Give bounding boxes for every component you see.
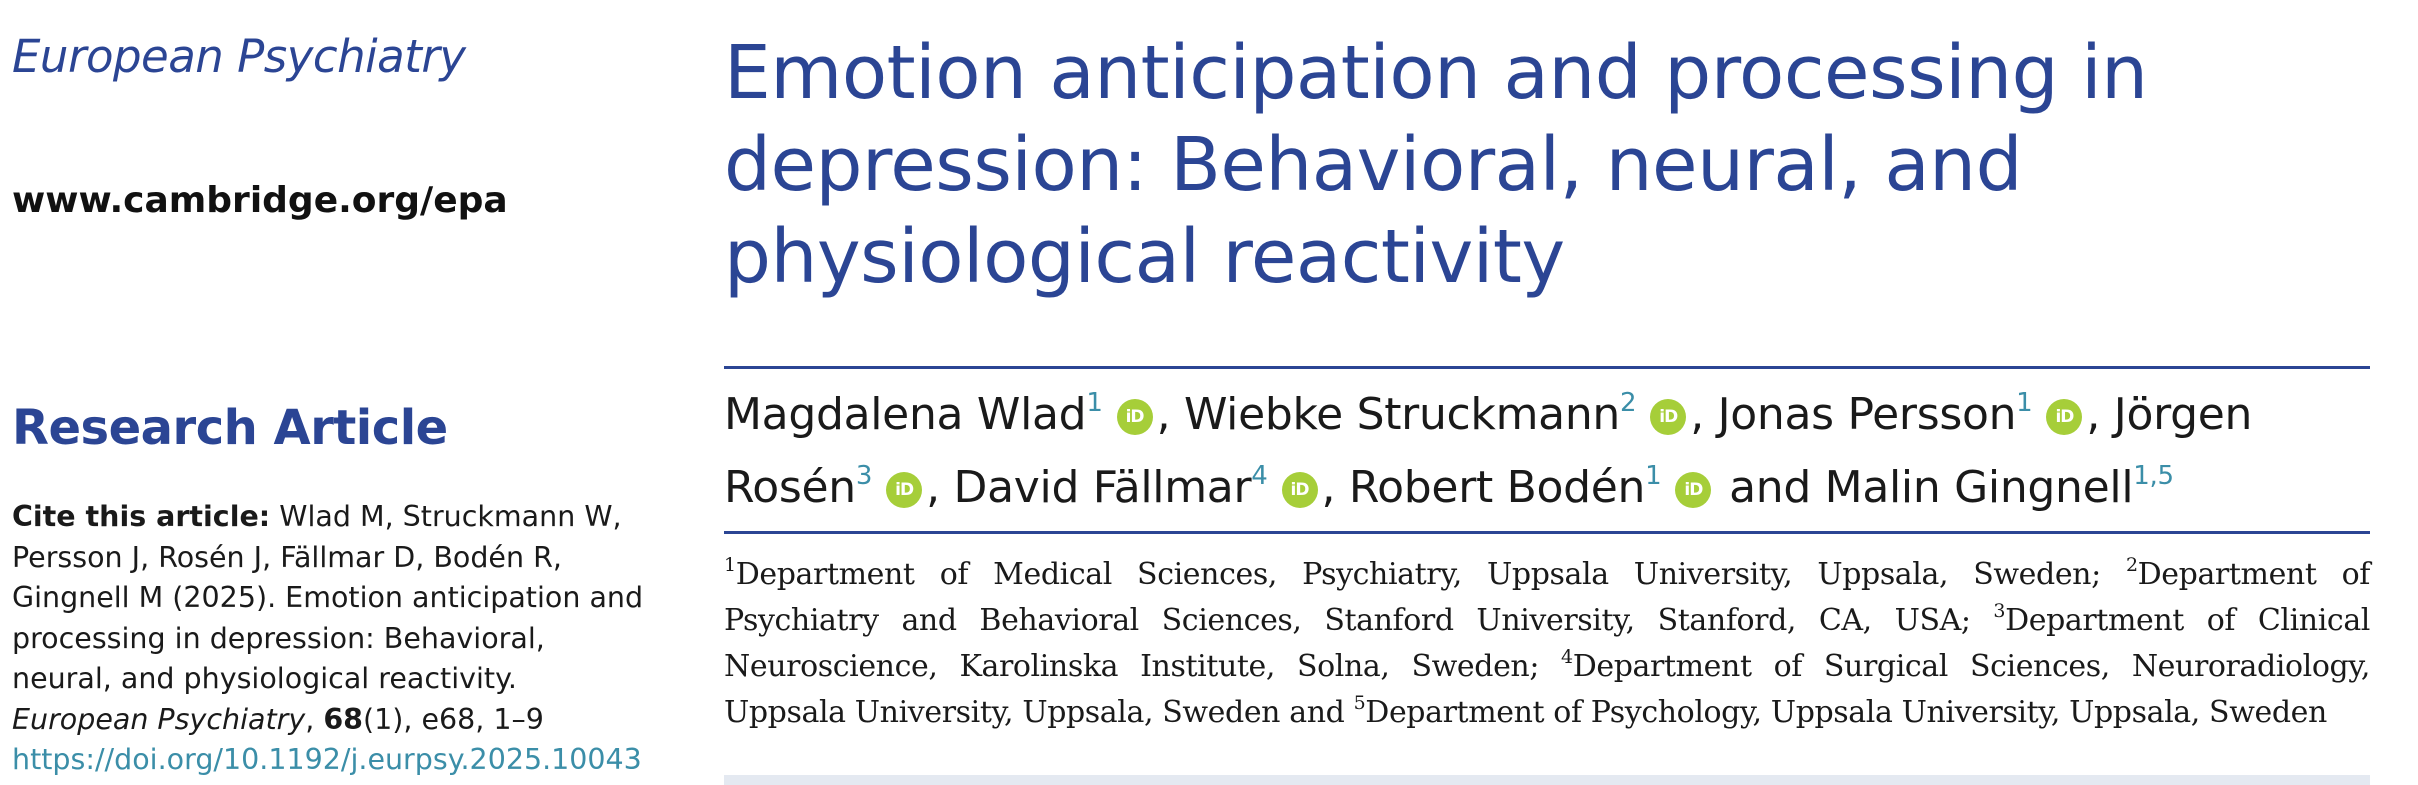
citation-issue-pages: (1), e68, 1–9	[363, 702, 544, 736]
affiliation-text: Department of Psychology, Uppsala Univer…	[1365, 695, 2327, 730]
affiliation-number: 4	[1561, 646, 1573, 668]
orcid-icon[interactable]: iD	[886, 472, 923, 508]
author-name[interactable]: David Fällmar	[953, 462, 1252, 513]
citation-journal: European Psychiatry	[12, 702, 306, 736]
affiliation-text: Department of Medical Sciences, Psychiat…	[735, 557, 2126, 592]
author-name[interactable]: Jörgen Rosén	[724, 389, 2253, 513]
author-name[interactable]: Malin Gingnell	[1824, 462, 2134, 513]
affiliation-number: 3	[1993, 600, 2006, 622]
author-name[interactable]: Magdalena Wlad	[724, 389, 1087, 440]
author-affiliation-sup: 2	[1620, 388, 1637, 418]
author-separator: and	[1715, 462, 1825, 513]
author-affiliation-sup: 3	[855, 461, 873, 491]
orcid-icon[interactable]: iD	[1650, 399, 1687, 435]
article-title: Emotion anticipation and processing in d…	[724, 30, 2148, 300]
citation-label: Cite this article:	[12, 500, 271, 533]
sidebar-column: European Psychiatry www.cambridge.org/ep…	[0, 0, 660, 785]
affiliation-number: 5	[1353, 692, 1366, 714]
affiliation-text: Department of Surgical Sciences, Neurora…	[724, 649, 2370, 730]
author-affiliation-sup: 1,5	[2133, 461, 2174, 491]
affiliation-text: Department of Psychiatry and Behavioral …	[724, 557, 2370, 638]
journal-name: European Psychiatry	[12, 30, 466, 83]
author-separator: ,	[1156, 389, 1184, 440]
doi-link[interactable]: https://doi.org/10.1192/j.eurpsy.2025.10…	[12, 743, 642, 776]
authors-bottom-rule	[724, 531, 2370, 534]
author-separator: ,	[2086, 389, 2114, 440]
journal-url-link[interactable]: www.cambridge.org/epa	[12, 180, 508, 221]
author-separator: ,	[1321, 462, 1349, 513]
author-affiliation-sup: 4	[1251, 461, 1268, 491]
main-column: Emotion anticipation and processing in d…	[724, 0, 2370, 785]
citation-block: Cite this article: Wlad M, Struckmann W,…	[12, 500, 644, 776]
affiliation-number: 2	[2125, 554, 2138, 576]
author-list: Magdalena Wlad1 iD, Wiebke Struckmann2 iD,…	[724, 378, 2370, 524]
orcid-icon[interactable]: iD	[1281, 472, 1318, 508]
author-name[interactable]: Wiebke Struckmann	[1183, 389, 1620, 440]
author-affiliation-sup: 1	[1645, 461, 1662, 491]
citation-text: Wlad M, Struckmann W, Persson J, Rosén J…	[12, 500, 644, 695]
affiliation-list: 1Department of Medical Sciences, Psychia…	[724, 552, 2370, 736]
citation-volume: 68	[323, 702, 364, 736]
article-type-heading: Research Article	[12, 400, 448, 456]
affiliation-number: 1	[724, 554, 736, 576]
author-name[interactable]: Jonas Persson	[1717, 389, 2017, 440]
author-separator: ,	[926, 462, 954, 513]
affiliation-text: Department of Clinical Neuroscience, Kar…	[724, 603, 2370, 684]
abstract-box	[724, 775, 2370, 785]
author-affiliation-sup: 1	[2016, 388, 2033, 418]
authors-top-rule	[724, 366, 2370, 369]
orcid-icon[interactable]: iD	[1116, 399, 1153, 435]
author-separator: ,	[1690, 389, 1718, 440]
orcid-icon[interactable]: iD	[2046, 399, 2083, 435]
author-affiliation-sup: 1	[1086, 388, 1103, 418]
author-name[interactable]: Robert Bodén	[1348, 462, 1646, 513]
orcid-icon[interactable]: iD	[1675, 472, 1712, 508]
